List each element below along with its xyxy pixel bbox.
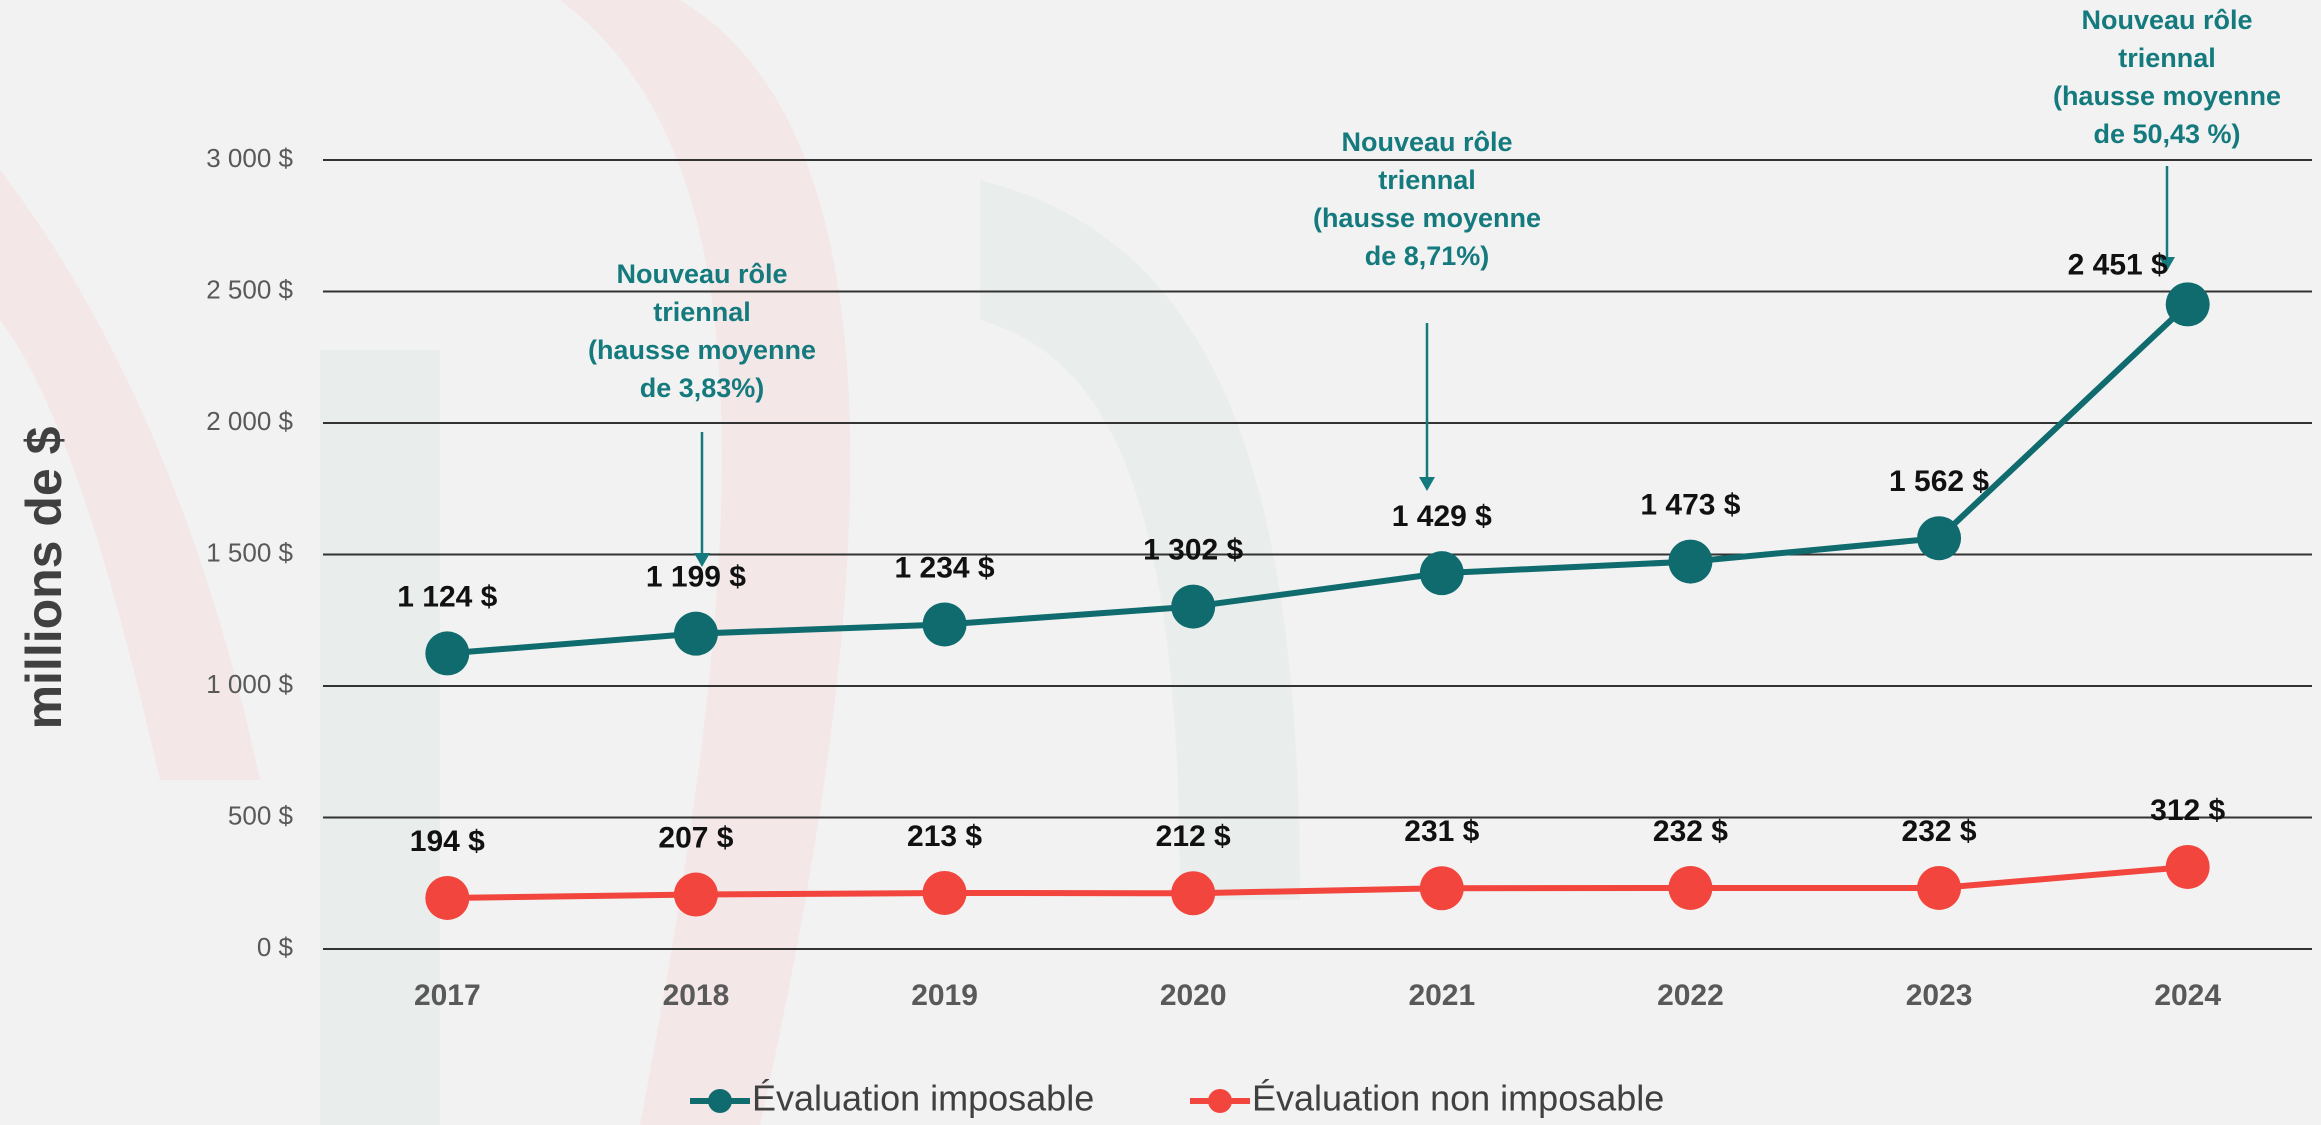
marker: [425, 631, 469, 675]
annotation-text: (hausse moyenne: [588, 335, 816, 365]
annotation-text: (hausse moyenne: [2053, 81, 2281, 111]
x-tick-label: 2017: [414, 979, 481, 1012]
y-tick-label: 3 000 $: [206, 143, 293, 173]
y-tick-label: 0 $: [257, 932, 294, 962]
y-tick-label: 1 000 $: [206, 669, 293, 699]
data-label: 1 199 $: [646, 561, 746, 594]
annotation-text: triennal: [2118, 43, 2216, 73]
marker: [923, 871, 967, 915]
annotation-text: Nouveau rôle: [616, 259, 787, 289]
page: millions de $ 0 $ 500 $ 1 000 $ 1 500 $ 2 00…: [0, 0, 2321, 1125]
data-label: 232 $: [1653, 815, 1728, 848]
data-label: 1 234 $: [895, 551, 995, 584]
annotation-text: (hausse moyenne: [1313, 203, 1541, 233]
y-tick-label: 2 000 $: [206, 406, 293, 436]
x-tick-label: 2020: [1160, 979, 1227, 1012]
annotation-text: de 8,71%): [1365, 241, 1490, 271]
annotation-text: triennal: [1378, 165, 1476, 195]
y-tick-label: 1 500 $: [206, 537, 293, 567]
marker: [674, 612, 718, 656]
marker: [1668, 866, 1712, 910]
marker: [674, 873, 718, 917]
annotation-text: Nouveau rôle: [1341, 127, 1512, 157]
marker: [1420, 551, 1464, 595]
data-label: 232 $: [1902, 815, 1977, 848]
legend-marker: [708, 1089, 732, 1113]
data-label: 312 $: [2150, 794, 2225, 827]
data-label: 212 $: [1156, 820, 1231, 853]
legend-label: Évaluation non imposable: [1252, 1078, 1664, 1119]
marker: [1171, 871, 1215, 915]
legend-marker: [1208, 1089, 1232, 1113]
data-label: 1 302 $: [1143, 533, 1243, 566]
data-label: 1 124 $: [397, 580, 497, 613]
chart: millions de $ 0 $ 500 $ 1 000 $ 1 500 $ 2 00…: [0, 0, 2321, 1125]
data-label: 2 451 $: [2068, 248, 2168, 281]
marker: [1668, 540, 1712, 584]
marker: [1917, 866, 1961, 910]
data-label: 213 $: [907, 820, 982, 853]
data-label: 231 $: [1404, 815, 1479, 848]
x-tick-label: 2024: [2154, 979, 2221, 1012]
annotation-text: de 3,83%): [640, 373, 765, 403]
data-label: 207 $: [658, 821, 733, 854]
marker: [425, 876, 469, 920]
x-tick-label: 2023: [1906, 979, 1973, 1012]
data-label: 1 473 $: [1640, 489, 1740, 522]
data-label: 194 $: [410, 825, 485, 858]
legend-label: Évaluation imposable: [752, 1078, 1094, 1119]
data-label: 1 562 $: [1889, 465, 1989, 498]
marker: [2166, 282, 2210, 326]
x-tick-label: 2022: [1657, 979, 1724, 1012]
marker: [1420, 866, 1464, 910]
annotation-text: de 50,43 %): [2093, 119, 2240, 149]
marker: [1917, 516, 1961, 560]
annotation-text: Nouveau rôle: [2081, 5, 2252, 35]
y-axis-label: millions de $: [16, 426, 72, 729]
data-label: 1 429 $: [1392, 500, 1492, 533]
marker: [2166, 845, 2210, 889]
x-tick-label: 2021: [1408, 979, 1475, 1012]
annotation-text: triennal: [653, 297, 751, 327]
y-tick-label: 500 $: [228, 800, 294, 830]
marker: [1171, 585, 1215, 629]
y-tick-label: 2 500 $: [206, 274, 293, 304]
x-tick-label: 2018: [663, 979, 730, 1012]
x-tick-label: 2019: [911, 979, 978, 1012]
marker: [923, 602, 967, 646]
